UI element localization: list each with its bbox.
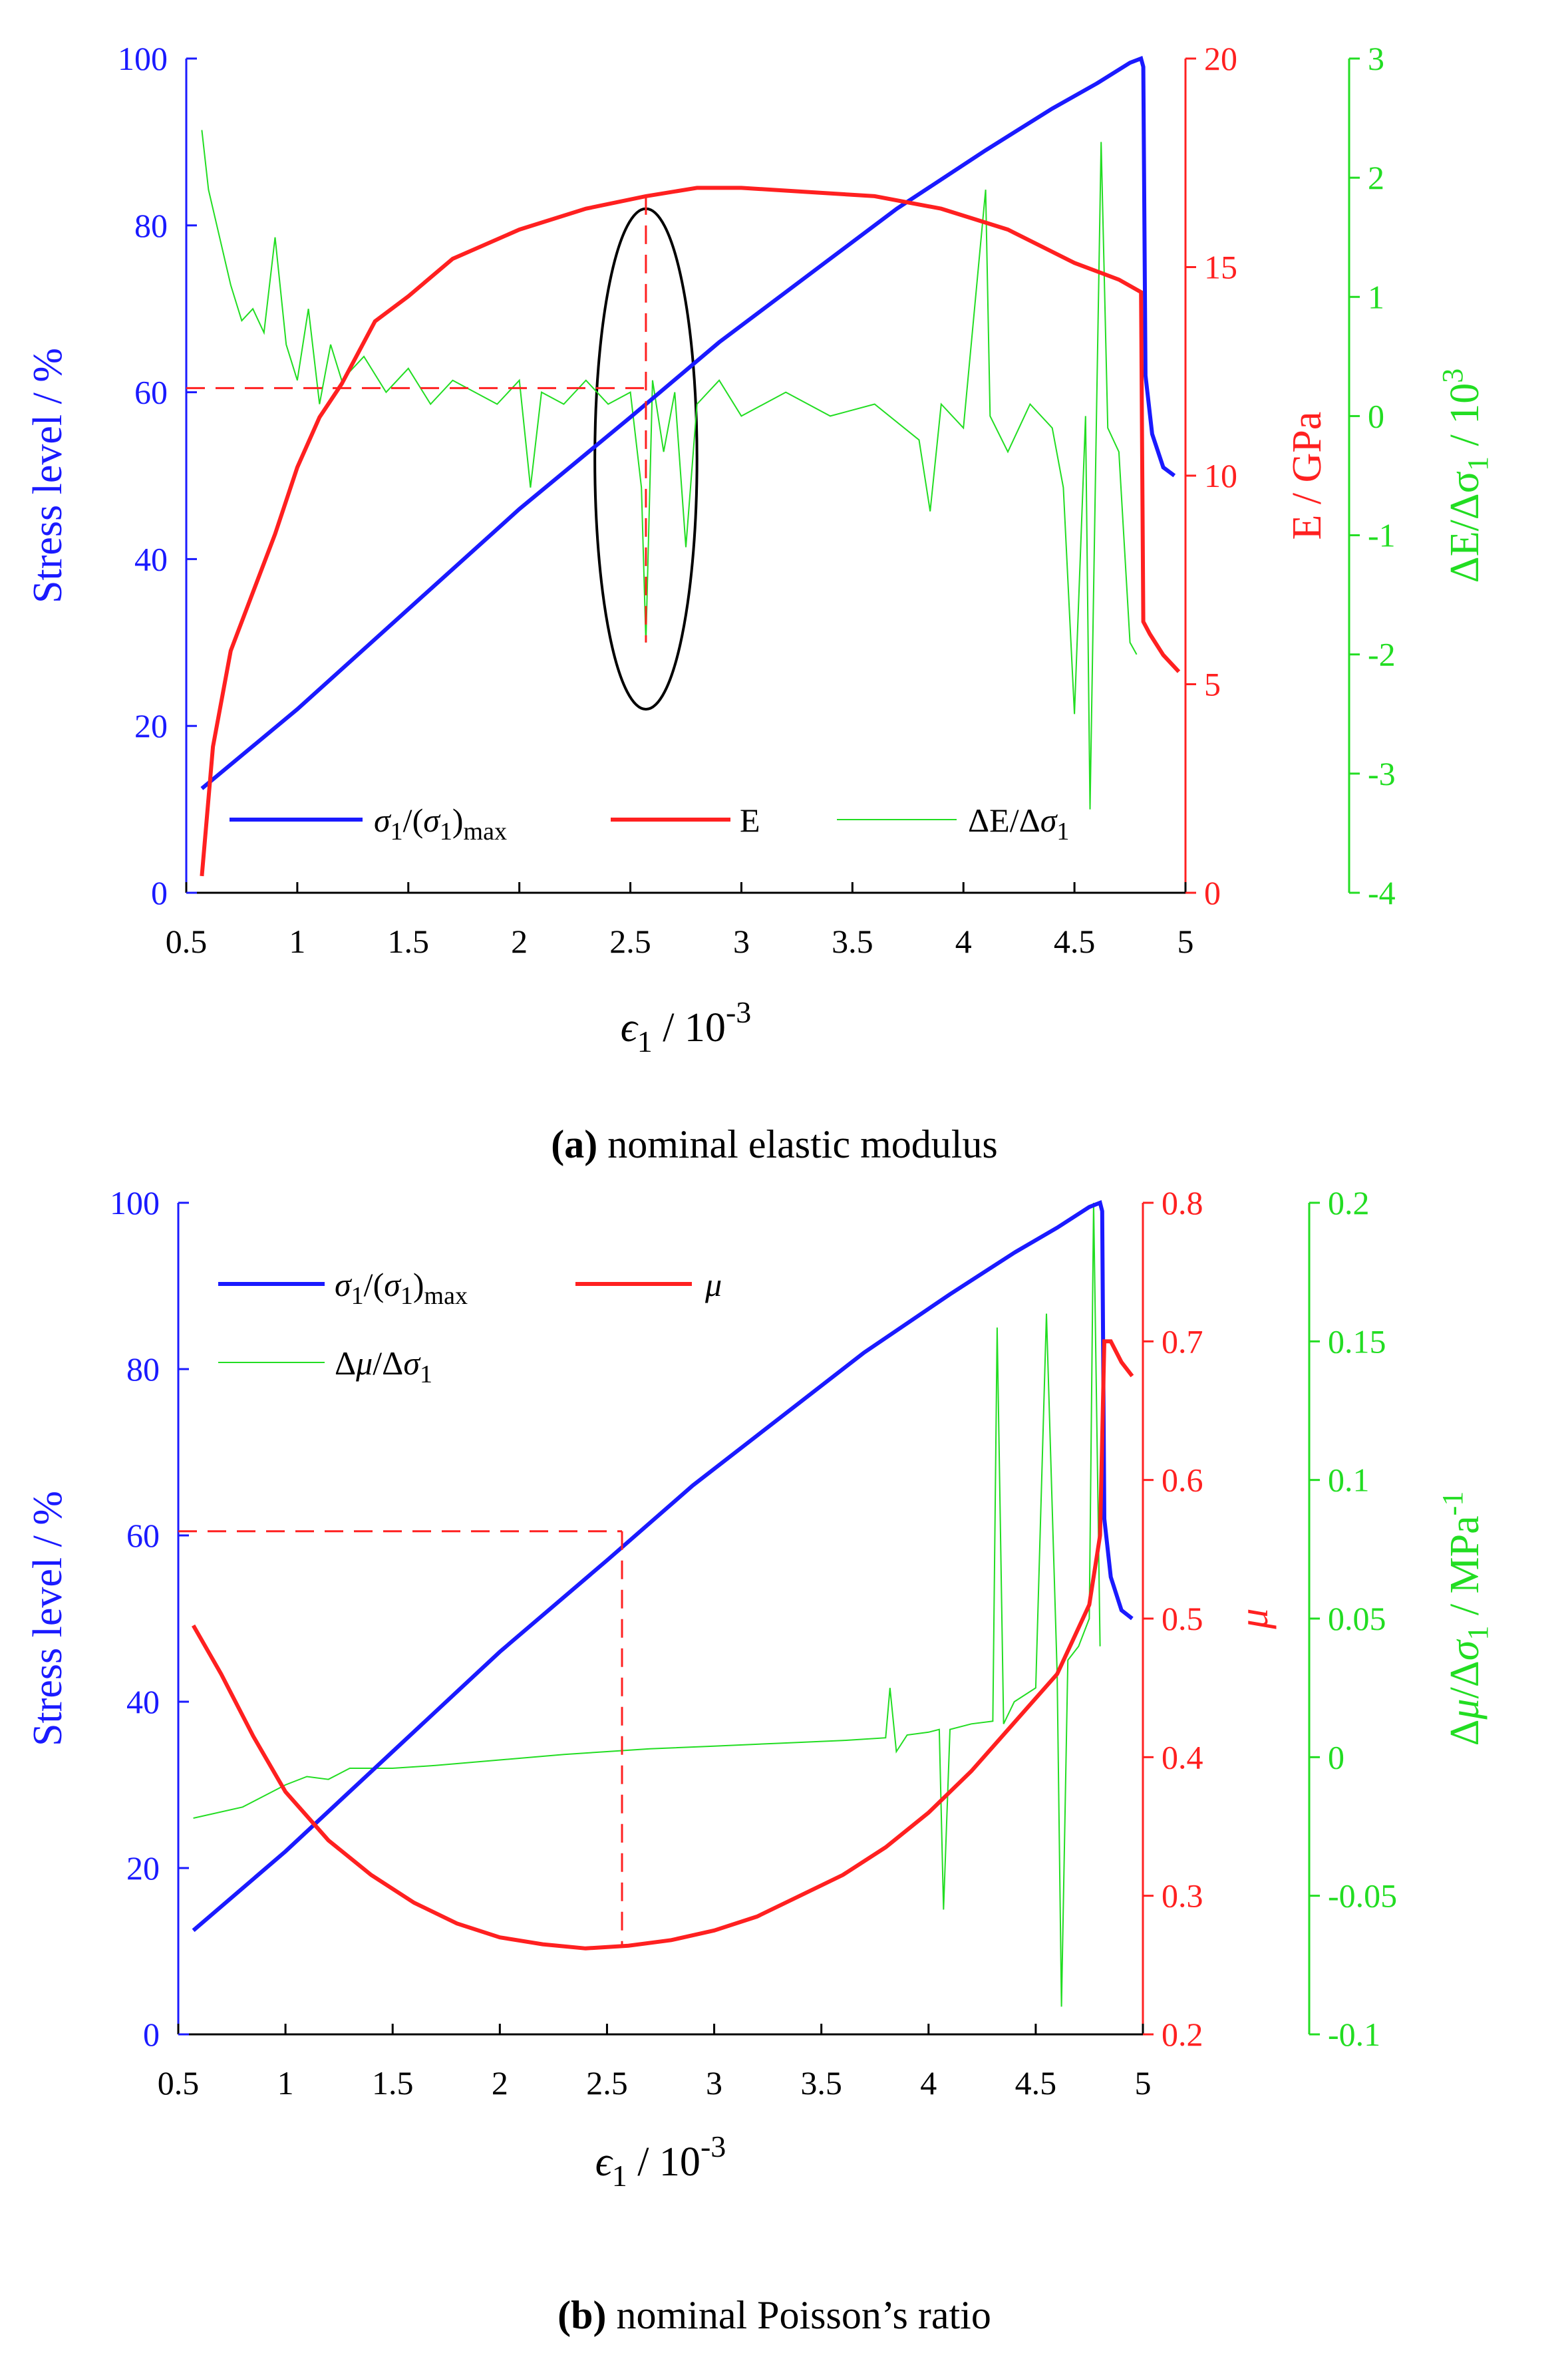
panel-a-r2-tick-label: 0 [1368,397,1384,434]
panel-a-e-series-line [200,186,1181,877]
panel-a-left-tick-label: 60 [134,374,168,411]
panel-b-left-tick-label: 40 [126,1683,160,1720]
panel-b-left-tick-label: 60 [126,1517,160,1554]
panel-b-r1-tick-label: 0.2 [1162,2016,1203,2053]
panel-b-ticks: 0.5 1 1.5 2 2.5 3 3.5 4 4.5 5 0 20 40 60 80 100 0.2 0.3 0.… [110,1184,1397,2102]
panel-b-x-tick-label: 0.5 [158,2064,200,2102]
panel-b-mu-series-line [191,1339,1134,1951]
panel-b-x-tick-label: 3.5 [800,2064,842,2102]
panel-a-left-tick-label: 0 [151,874,168,911]
panel-b-r2-tick-label: 0.2 [1328,1184,1370,1221]
panel-a-stress-series-line [200,56,1176,790]
panel-a-legend-e-label: E [740,802,760,839]
panel-b-r2-tick-label: 0.15 [1328,1323,1386,1360]
panel-b-chart: 0.5 1 1.5 2 2.5 3 3.5 4 4.5 5 0 20 40 60 80 100 0.2 0.3 0.… [25,1184,1494,2337]
panel-b-legend-stress-label: σ1/(σ1)max [335,1266,468,1310]
panel-b-left-axis-title: Stress level / % [25,1491,71,1746]
panel-a-de-dsigma-series-line [201,130,1138,810]
panel-a-x-tick-label: 1 [289,923,305,960]
panel-a-ticks: 0.5 1 1.5 2 2.5 3 3.5 4 4.5 502040608010005101520… [118,40,1396,960]
panel-b-legend-dmu-label: Δμ/Δσ1 [335,1344,432,1388]
panel-a-x-tick-label: 3 [733,923,750,960]
panel-a-x-tick-label: 5 [1177,923,1194,960]
panel-b-r2-tick-label: -0.1 [1328,2016,1380,2053]
panel-b-x-tick-label: 2 [492,2064,508,2102]
panel-a-e-axis-title: E / GPa [1285,412,1330,540]
panel-a-r1-tick-label: 15 [1204,249,1237,286]
panel-a-r1-tick-label: 5 [1204,666,1221,703]
panel-a-r2-tick-label: -1 [1368,517,1396,554]
panel-a-left-tick-label: 40 [134,540,168,577]
panel-b-x-axis-title: ϵ1 / 10-3 [595,2129,726,2193]
panel-a-de-axis-title: ΔE/Δσ1 / 103 [1436,369,1494,583]
panel-a-r1-tick-label: 20 [1204,40,1237,77]
panel-a-x-tick-label: 4.5 [1054,923,1096,960]
panel-a-r2-tick-label: 1 [1368,278,1384,315]
panel-b-r1-tick-label: 0.7 [1162,1323,1203,1360]
panel-b-mu-axis-title: μ [1231,1608,1277,1629]
panel-b-legend-mu-label: μ [705,1266,722,1303]
panel-b-left-tick-label: 0 [143,2016,160,2053]
panel-a-caption: (a) nominal elastic modulus [551,1122,998,1166]
panel-b-r1-tick-label: 0.3 [1162,1877,1203,1915]
panel-b-r2-tick-label: 0 [1328,1738,1344,1776]
panel-b-x-tick-label: 5 [1135,2064,1152,2102]
panel-a-x-axis-title: ϵ1 / 10-3 [621,995,752,1058]
panel-a-x-tick-label: 0.5 [166,923,208,960]
panel-a-chart: 0.5 1 1.5 2 2.5 3 3.5 4 4.5 502040608010005101520… [25,40,1494,1166]
panel-a-legend-de-label: ΔE/Δσ1 [968,802,1069,846]
panel-a-r2-tick-label: -2 [1368,636,1396,673]
panel-a-x-tick-label: 2.5 [609,923,651,960]
panel-b-r1-tick-label: 0.6 [1162,1462,1203,1499]
panel-b-x-tick-label: 4.5 [1015,2064,1057,2102]
panel-b-dmu-axis-title: Δμ/Δσ1 / MPa-1 [1436,1492,1494,1746]
panel-b-r2-tick-label: 0.05 [1328,1600,1386,1637]
panel-a-left-tick-label: 20 [134,707,168,744]
panel-a-legend: σ1/(σ1)max E ΔE/Δσ1 [230,802,1069,846]
panel-b-left-tick-label: 100 [110,1184,160,1221]
panel-b-legend: σ1/(σ1)max μ Δμ/Δσ1 [218,1266,722,1388]
panel-b-x-tick-label: 1 [277,2064,294,2102]
panel-b-stress-series-line [192,1199,1134,1933]
panel-a-x-tick-label: 4 [955,923,972,960]
panel-b-left-tick-label: 20 [126,1849,160,1887]
panel-a-r2-tick-label: 3 [1368,40,1384,77]
panel-a-left-tick-label: 100 [118,40,168,77]
panel-a-left-tick-label: 80 [134,207,168,244]
panel-b-r1-tick-label: 0.8 [1162,1184,1203,1221]
panel-b-x-tick-label: 4 [920,2064,937,2102]
panel-b-r2-tick-label: -0.05 [1328,1877,1397,1915]
panel-b-x-tick-label: 3 [706,2064,722,2102]
panel-a-r1-tick-label: 10 [1204,457,1237,494]
panel-b-r1-tick-label: 0.5 [1162,1600,1203,1637]
panel-b-x-tick-label: 2.5 [586,2064,628,2102]
panel-a-legend-stress-label: σ1/(σ1)max [374,802,507,846]
panel-a-r2-tick-label: 2 [1368,159,1384,196]
panel-a-r1-tick-label: 0 [1204,874,1221,911]
panel-b-left-tick-label: 80 [126,1350,160,1388]
panel-a-x-tick-label: 2 [511,923,528,960]
panel-a-x-tick-label: 1.5 [388,923,430,960]
panel-a-left-axis-title: Stress level / % [25,348,71,603]
panel-b-dmu-dsigma-series-line [193,1202,1101,2007]
panel-b-r2-tick-label: 0.1 [1328,1462,1370,1499]
panel-b-x-tick-label: 1.5 [372,2064,414,2102]
panel-b-caption: (b) nominal Poisson’s ratio [557,2293,991,2337]
panel-a-r2-tick-label: -3 [1368,755,1396,792]
panel-a-r2-tick-label: -4 [1368,874,1396,911]
panel-b-r1-tick-label: 0.4 [1162,1738,1203,1776]
panel-a-x-tick-label: 3.5 [832,923,873,960]
